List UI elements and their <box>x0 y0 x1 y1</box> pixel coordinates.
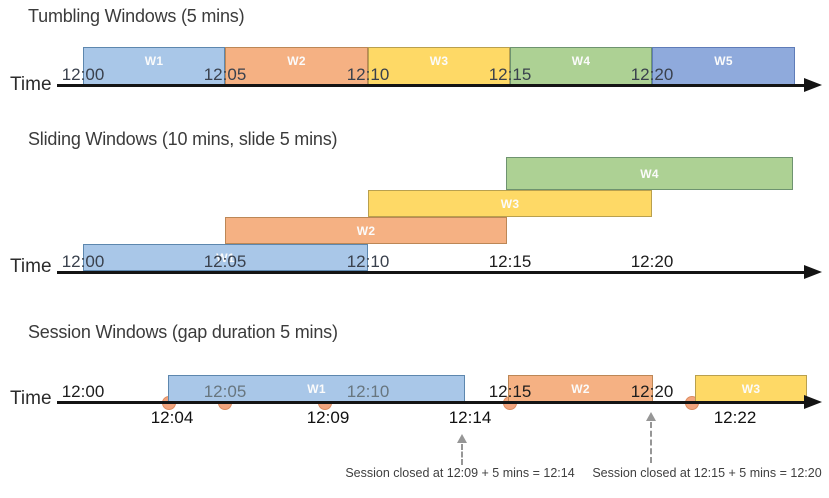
window-label: W3 <box>741 381 761 396</box>
session-annotation-2: Session closed at 12:15 + 5 mins = 12:20 <box>592 466 822 480</box>
sliding-tick-12-15: 12:15 <box>488 252 532 271</box>
session-title: Session Windows (gap duration 5 mins) <box>28 322 338 342</box>
sliding-axis-line <box>57 271 806 274</box>
sliding-window-w1: W1 <box>83 244 368 271</box>
tumbling-window-w1: W1 <box>83 47 225 85</box>
sliding-tick-12-00: 12:00 <box>61 252 105 271</box>
dashed-arrow-up-icon <box>457 434 467 443</box>
session-window-w1: W1 <box>168 375 465 402</box>
sliding-axis-arrowhead-icon <box>804 265 822 279</box>
tumbling-axis-arrowhead-icon <box>804 78 822 92</box>
sliding-tick-12-10: 12:10 <box>346 252 390 271</box>
window-label: W1 <box>216 250 235 265</box>
tumbling-tick-12-15: 12:15 <box>488 65 532 84</box>
tumbling-axis-line <box>57 84 806 87</box>
session-tick-12-00: 12:00 <box>61 382 105 401</box>
event-time-label-12-14: 12:14 <box>448 408 492 427</box>
window-label: W3 <box>500 196 520 211</box>
session-tick-12-20: 12:20 <box>630 382 674 401</box>
tumbling-tick-12-10: 12:10 <box>346 65 390 84</box>
session-axis-line <box>57 401 806 404</box>
session-time-axis-label: Time <box>10 388 52 409</box>
sliding-window-w3: W3 <box>368 190 652 217</box>
window-label: W2 <box>571 381 590 396</box>
session-window-w3: W3 <box>695 375 807 402</box>
window-label: W2 <box>356 223 376 238</box>
tumbling-window-w3: W3 <box>368 47 510 85</box>
session-tick-12-05: 12:05 <box>203 382 247 401</box>
dashed-arrow-shaft <box>461 444 463 465</box>
window-label: W4 <box>571 54 591 68</box>
dashed-arrow-shaft <box>650 422 652 463</box>
sliding-window-w4: W4 <box>506 157 793 190</box>
session-tick-12-10: 12:10 <box>346 382 390 401</box>
session-annotation-1: Session closed at 12:09 + 5 mins = 12:14 <box>345 466 575 480</box>
window-label: W5 <box>714 54 733 68</box>
sliding-window-w2: W2 <box>225 217 507 244</box>
session-axis-arrowhead-icon <box>804 395 822 409</box>
event-time-label-12-09: 12:09 <box>306 408 350 427</box>
window-label: W4 <box>640 166 659 181</box>
event-time-label-12-22: 12:22 <box>713 408 757 427</box>
tumbling-tick-12-00: 12:00 <box>61 65 105 84</box>
window-label: W3 <box>429 54 449 68</box>
window-label: W2 <box>287 54 306 68</box>
sliding-title: Sliding Windows (10 mins, slide 5 mins) <box>28 129 338 149</box>
tumbling-tick-12-20: 12:20 <box>630 65 674 84</box>
tumbling-time-axis-label: Time <box>10 74 52 95</box>
sliding-tick-12-05: 12:05 <box>203 252 247 271</box>
tumbling-tick-12-05: 12:05 <box>203 65 247 84</box>
window-label: W1 <box>144 54 164 68</box>
tumbling-title: Tumbling Windows (5 mins) <box>28 6 245 26</box>
window-label: W1 <box>307 381 326 396</box>
dashed-arrow-up-icon <box>646 412 656 421</box>
tumbling-window-w5: W5 <box>652 47 795 85</box>
session-window-w2: W2 <box>508 375 653 402</box>
event-time-label-12-04: 12:04 <box>150 408 194 427</box>
sliding-tick-12-20: 12:20 <box>630 252 674 271</box>
session-tick-12-15: 12:15 <box>488 382 532 401</box>
sliding-time-axis-label: Time <box>10 256 52 277</box>
